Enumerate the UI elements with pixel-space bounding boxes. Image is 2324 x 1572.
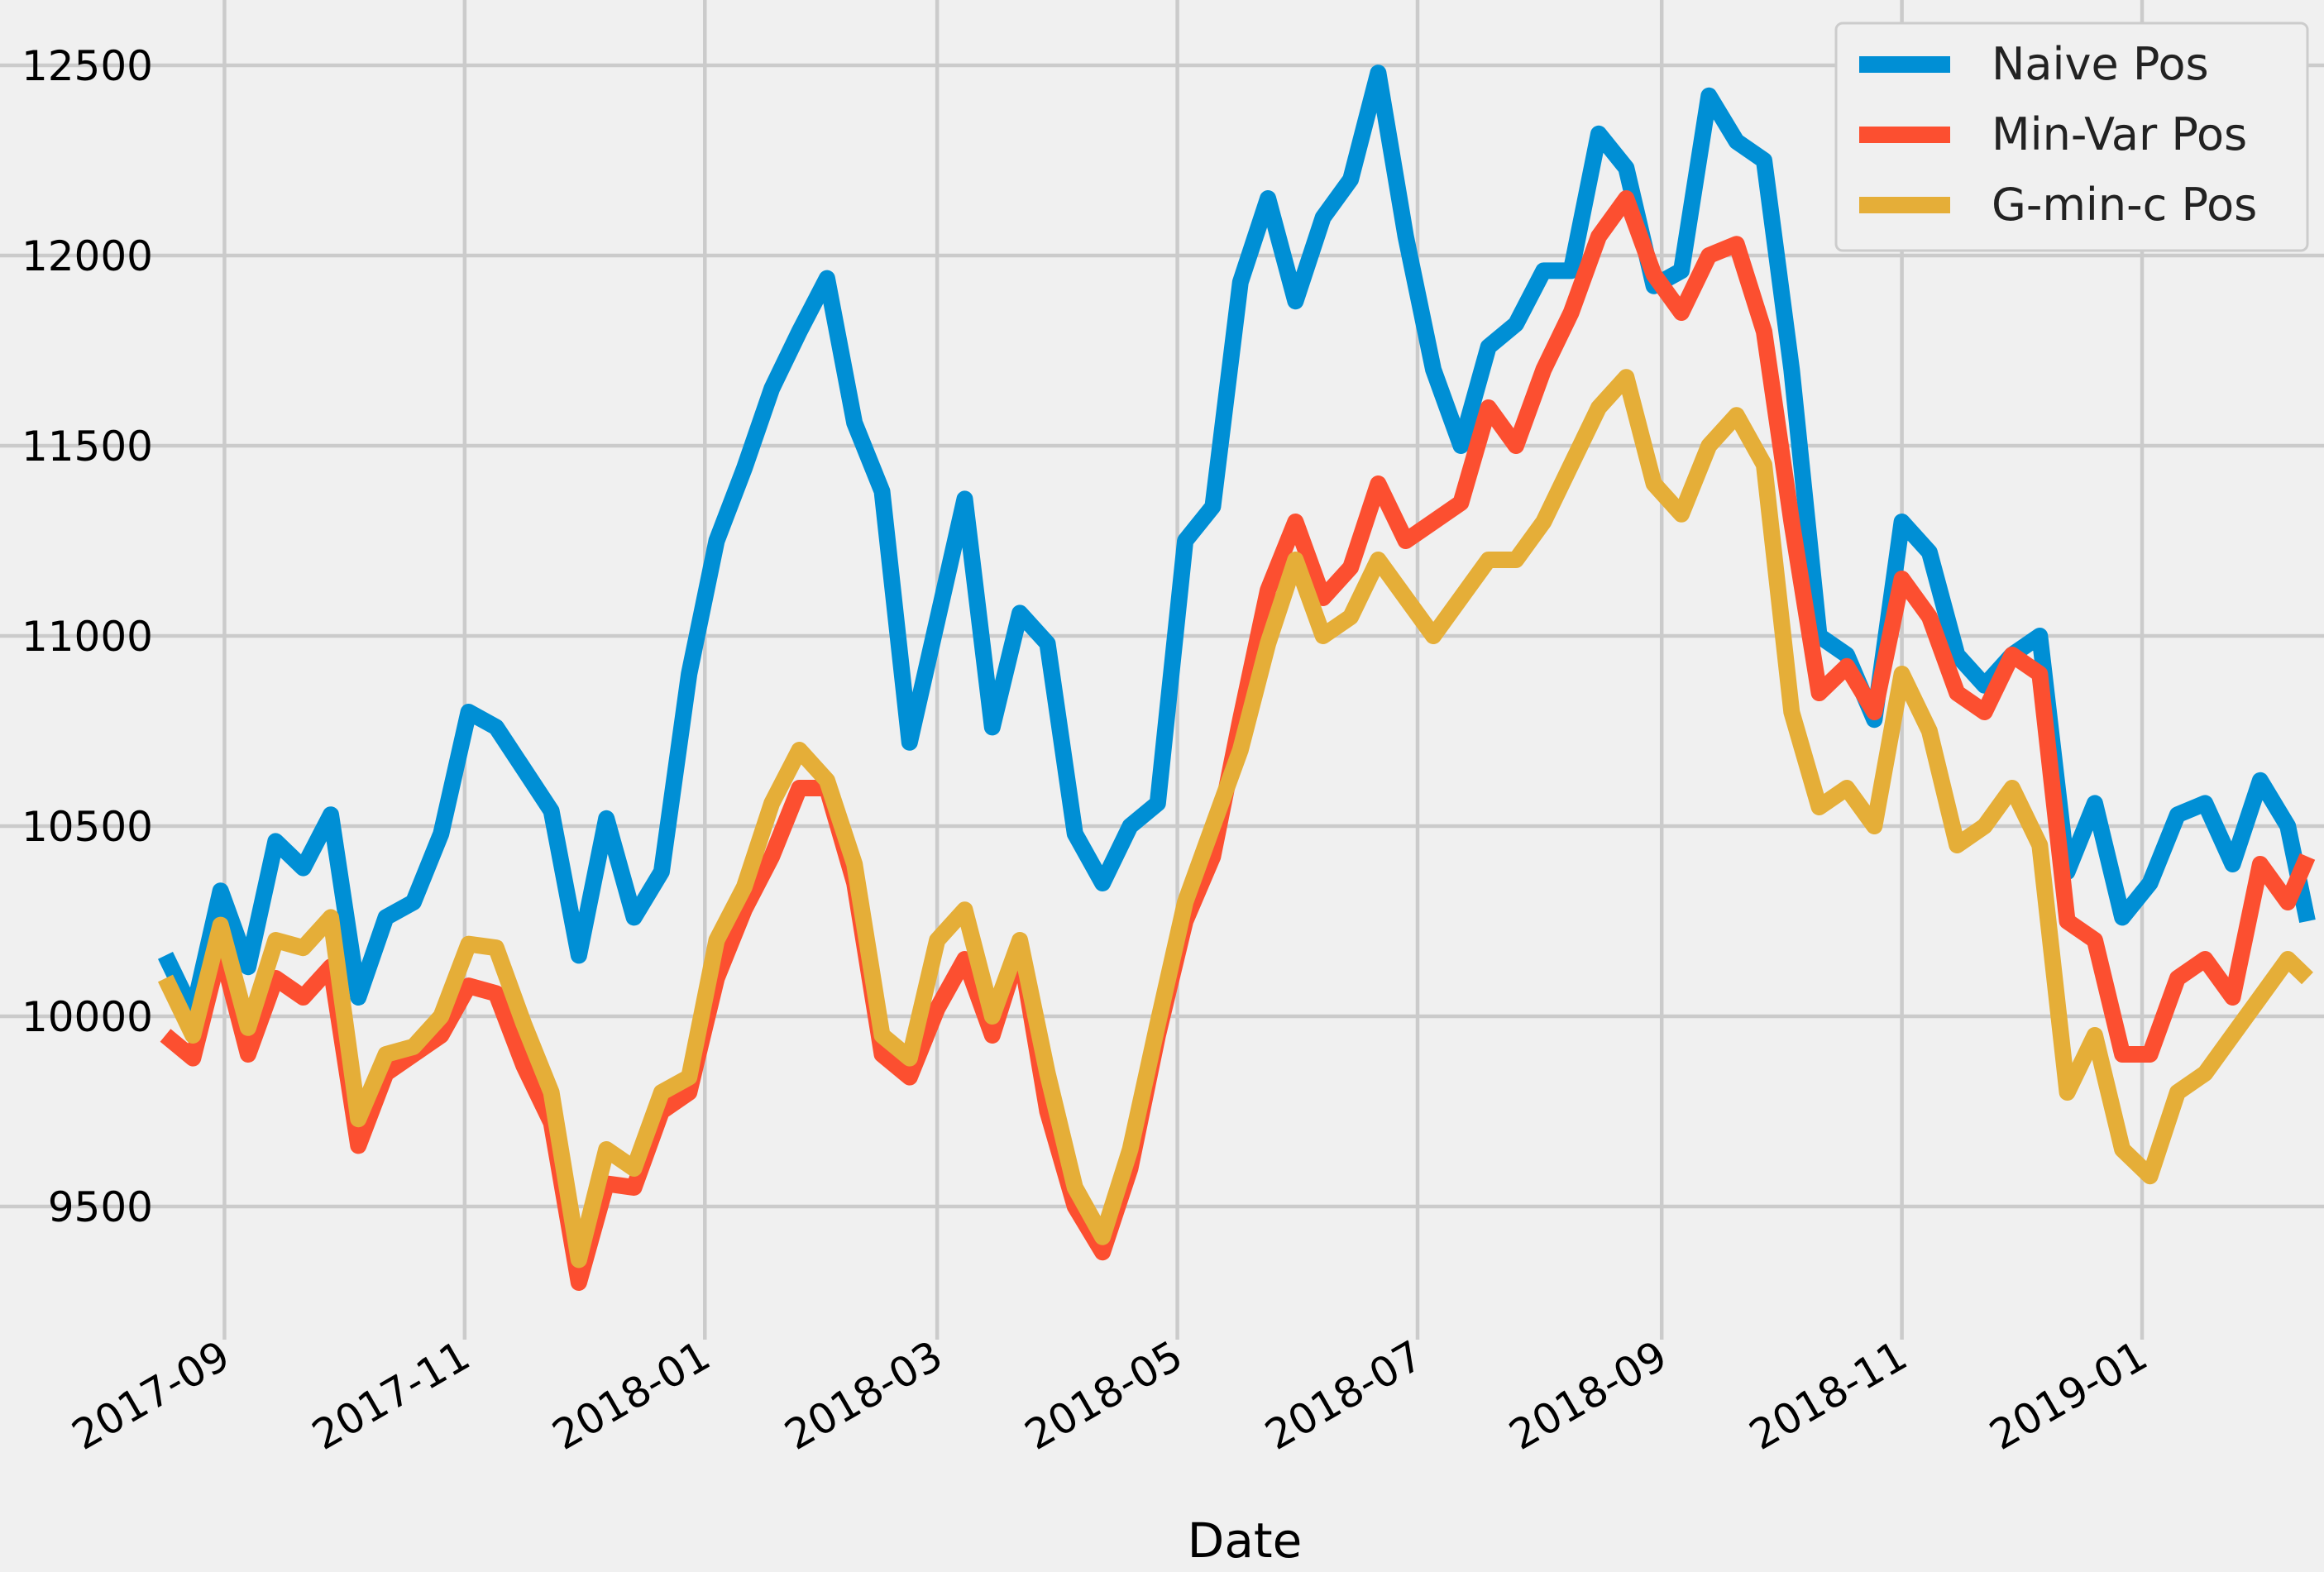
y-tick-label: 10500 [22,803,153,851]
y-tick-label: 12000 [22,232,153,280]
legend-label-g-min-c-pos: G-min-c Pos [1992,179,2257,231]
legend-label-min-var-pos: Min-Var Pos [1992,108,2247,160]
x-axis-label: Date [1188,1512,1303,1569]
series-line-g-min-c-pos [157,369,2313,1269]
y-tick-labels: 9500 10000 10500 11000 11500 12000 12500 [22,42,153,1231]
y-tick-label: 9500 [48,1183,153,1231]
legend: Naive Pos Min-Var Pos G-min-c Pos [1834,22,2309,252]
y-tick-label: 12500 [22,42,153,90]
legend-label-naive-pos: Naive Pos [1992,38,2209,90]
legend-box [1834,22,2309,252]
y-tick-label: 11500 [22,423,153,471]
series-layer [157,65,2316,1291]
y-tick-label: 10000 [22,993,153,1041]
series-line-naive-pos [157,65,2316,1021]
y-tick-label: 11000 [22,613,153,661]
